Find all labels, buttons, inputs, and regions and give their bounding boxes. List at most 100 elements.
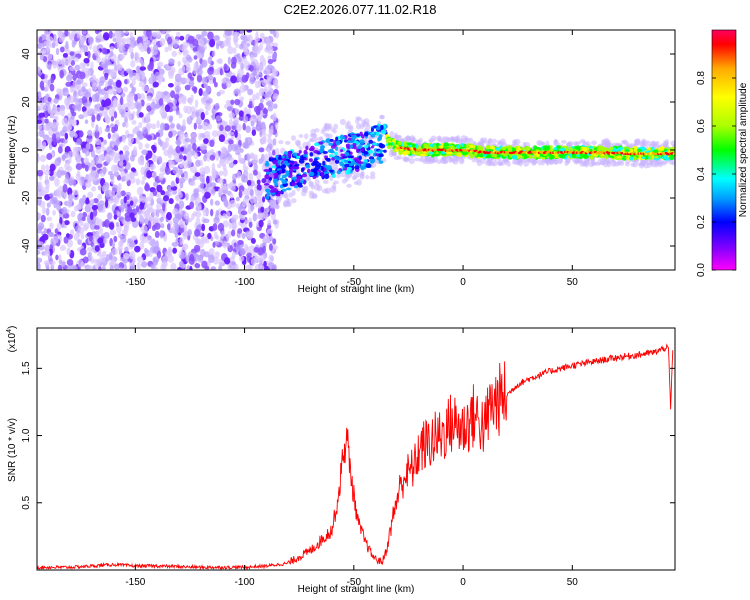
spectrogram-cell [272, 178, 277, 184]
spectrogram-cell [227, 230, 232, 238]
spectrogram-cell [290, 135, 297, 141]
spectrogram-cell [73, 89, 77, 98]
spectrogram-cell [107, 88, 114, 95]
spectrogram-cell [111, 32, 116, 38]
spectrogram-cell [97, 185, 102, 191]
spectrogram-cell [194, 172, 201, 177]
spectrogram-cell [37, 212, 42, 219]
spectrogram-cell [42, 56, 48, 63]
spectrogram-cell [668, 159, 674, 165]
spectrogram-cell [117, 103, 122, 112]
spectrogram-cell [178, 113, 183, 119]
spectrogram-cell [151, 123, 157, 130]
spectrogram-cell [358, 155, 362, 161]
spectrogram-cell [279, 169, 283, 173]
spectrogram-cell [219, 152, 225, 161]
spectrogram-cell [317, 162, 322, 168]
spectrogram-cell [349, 144, 353, 149]
spectrogram-cell [456, 144, 460, 150]
spectrogram-cell [378, 134, 383, 138]
spectrogram-cell [111, 184, 119, 193]
spectrogram-cell [336, 170, 341, 175]
spectrogram-cell [119, 42, 123, 51]
spectrogram-cell [310, 184, 315, 190]
spectrogram-cell [379, 124, 384, 130]
spectrogram-cell [213, 35, 220, 41]
spectrogram-cell [43, 227, 47, 234]
spectrogram-cell [37, 71, 43, 76]
spectrogram-cell [159, 229, 164, 239]
spectrogram-cell [447, 137, 454, 143]
spectrogram-cell [141, 234, 148, 244]
spectrogram-cell [40, 164, 46, 172]
spectrogram-cell [320, 165, 324, 171]
spectrogram-cell [160, 208, 164, 216]
spectrogram-cell [217, 66, 221, 75]
spectrogram-cell [564, 159, 569, 167]
spectrogram-cell [189, 201, 195, 209]
spectrogram-cell [56, 202, 62, 211]
spectrogram-cell [669, 147, 673, 150]
spectrogram-cell [210, 198, 214, 206]
spectrogram-cell [42, 134, 50, 141]
spectrogram-cell [124, 150, 130, 157]
spectrogram-cell [363, 131, 369, 137]
spectrogram-cell [361, 134, 365, 139]
spectrogram-cell [141, 72, 146, 80]
spectrogram-cell [604, 154, 609, 160]
spectrogram-cell [135, 178, 141, 186]
spectrogram-cell [164, 166, 169, 173]
spectrogram-cell [81, 96, 88, 104]
spectrogram-cell [246, 179, 252, 186]
spectrogram-cell [89, 171, 96, 179]
spectrogram-cell [172, 130, 176, 137]
spectrogram-cell [363, 118, 370, 125]
spectrogram-cell [260, 206, 265, 213]
spectrogram-cell [93, 208, 98, 217]
spectrogram-cell [517, 145, 521, 150]
spectrogram-cell [131, 78, 136, 86]
spectrogram-cell [105, 254, 111, 262]
spectrogram-cell [268, 176, 273, 181]
spectrogram-cell [81, 86, 86, 93]
spectrogram-cell [89, 211, 94, 221]
spectrogram-cell [58, 30, 63, 39]
spectrogram-cell [560, 139, 567, 144]
spectrogram-cell [199, 174, 205, 183]
spectrogram-cell [182, 231, 188, 240]
spectrogram-cell [38, 129, 45, 138]
spectrogram-cell [178, 187, 182, 196]
spectrogram-cell [117, 64, 123, 71]
spectrogram-cell [95, 124, 99, 133]
spectrogram-cell [119, 108, 125, 115]
spectrogram-cell [331, 173, 336, 179]
spectrogram-cell [190, 132, 197, 139]
spectrogram-cell [178, 200, 185, 209]
spectrogram-cell [72, 146, 79, 153]
spectrogram-cell [43, 260, 51, 266]
spectrogram-cell [235, 43, 239, 49]
spectrogram-cell [156, 120, 160, 129]
spectrogram-cell [202, 218, 210, 224]
spectrogram-cell [37, 262, 41, 270]
spectrogram-cell [103, 237, 108, 245]
spectrogram-cell [130, 217, 137, 222]
spectrogram-cell [127, 206, 133, 215]
spectrogram-cell [123, 222, 129, 229]
spectrogram-cell [112, 152, 118, 158]
spectrogram-cell [239, 255, 245, 262]
spectrogram-cell [92, 82, 98, 91]
spectrogram-cell [98, 126, 103, 135]
spectrogram-cell [46, 153, 53, 161]
spectrogram-cell [151, 224, 157, 232]
spectrogram-cell [242, 175, 249, 183]
spectrogram-cell [227, 143, 233, 152]
spectrogram-cell [568, 147, 573, 152]
spectrogram-cell [172, 104, 177, 112]
spectrogram-cell [95, 138, 102, 146]
spectrogram-cell [262, 58, 267, 67]
spectrogram-cell [212, 223, 218, 231]
spectrogram-cell [40, 117, 45, 126]
spectrogram-cell [38, 90, 42, 99]
spectrogram-cell [234, 31, 238, 37]
